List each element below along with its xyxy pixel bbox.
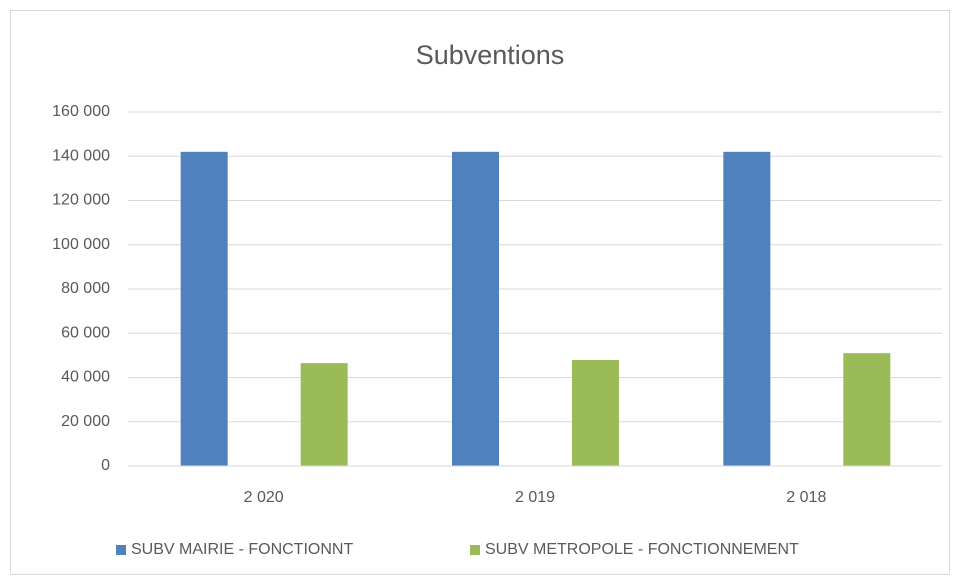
y-tick-label: 120 000 [52,192,110,209]
bar [452,151,499,466]
legend-swatch [470,545,480,555]
y-tick-label: 0 [101,457,110,474]
y-tick-label: 140 000 [52,147,110,164]
legend-swatch [116,545,126,555]
y-tick-label: 20 000 [61,413,110,430]
legend-label: SUBV MAIRIE - FONCTIONNT [131,541,353,558]
legend-label: SUBV METROPOLE - FONCTIONNEMENT [485,541,799,558]
y-tick-label: 40 000 [61,369,110,386]
y-tick-label: 160 000 [52,103,110,120]
chart-title: Subventions [416,40,565,70]
y-tick-label: 80 000 [61,280,110,297]
bar [723,151,771,466]
bar [180,151,228,466]
y-tick-label: 60 000 [61,324,110,341]
x-tick-label: 2 020 [244,489,284,506]
bar [843,353,891,466]
bar [300,363,348,466]
x-tick-label: 2 018 [786,489,826,506]
x-tick-label: 2 019 [515,489,555,506]
bar [572,360,619,466]
y-tick-label: 100 000 [52,236,110,253]
